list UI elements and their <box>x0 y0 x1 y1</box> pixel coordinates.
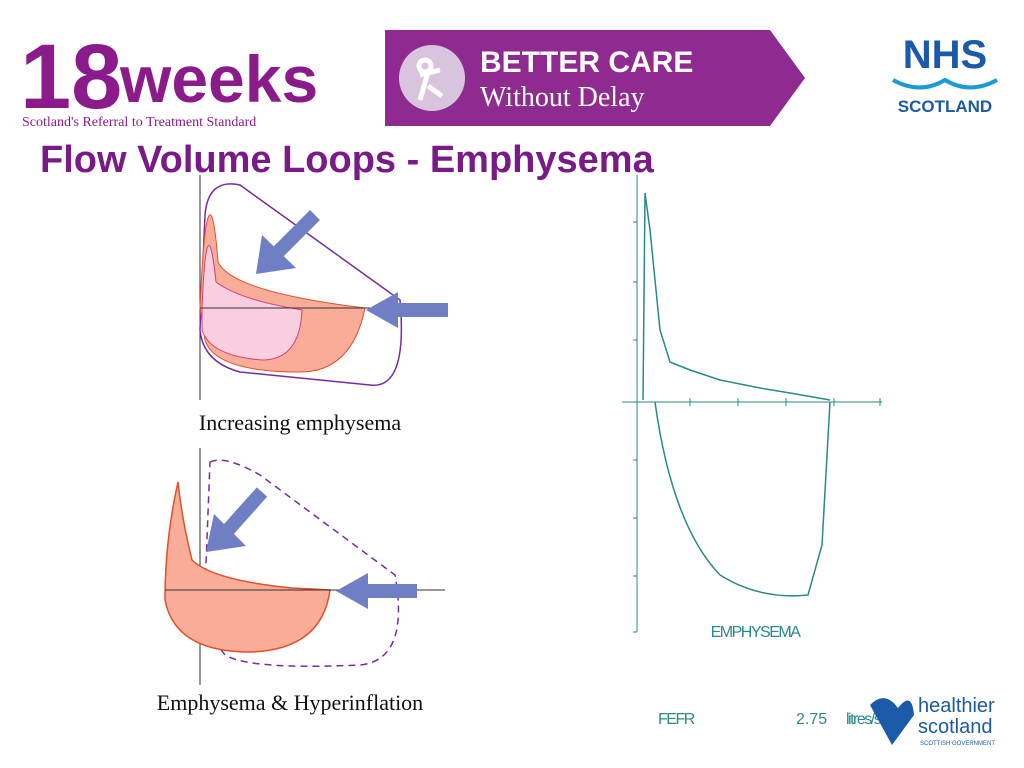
arrow-head <box>366 292 398 328</box>
inspiration-trace <box>654 401 831 597</box>
measure-value: 2.75 <box>796 711 827 728</box>
trace-axes <box>622 175 882 633</box>
arrow-head <box>336 573 368 609</box>
arrow-head <box>206 514 246 552</box>
trace-label: EMPHYSEMA <box>711 624 802 641</box>
slide-title: Flow Volume Loops - Emphysema <box>40 139 655 181</box>
banner-figure <box>416 57 444 101</box>
caption: Increasing emphysema <box>199 410 401 435</box>
arrow-head <box>256 235 296 274</box>
measure-name: FEFR <box>658 711 695 728</box>
footer-sub: SCOTTISH GOVERNMENT <box>920 741 995 747</box>
arrow <box>270 210 320 260</box>
caption: Emphysema & Hyperinflation <box>157 690 423 715</box>
banner-icon <box>399 45 465 111</box>
arrow <box>222 487 268 535</box>
banner-line2: Without Delay <box>480 82 645 113</box>
mild-loop <box>201 244 303 361</box>
footer-brand2: scotland <box>918 716 993 738</box>
nhs-region: SCOTLAND <box>898 97 992 116</box>
banner-shape <box>385 30 805 126</box>
logo-number: 18 <box>20 26 122 128</box>
logo-word: weeks <box>119 42 318 116</box>
logo-tagline: Scotland's Referral to Treatment Standar… <box>22 115 256 130</box>
banner-line1: BETTER CARE <box>480 46 693 79</box>
nhs-wave <box>892 77 998 90</box>
hyperinflation-loop <box>164 481 331 653</box>
expiration-trace <box>642 192 831 401</box>
footer-brand: healthier <box>918 695 995 717</box>
outer-loop <box>199 183 403 386</box>
footer-icon <box>870 698 914 745</box>
nhs-name: NHS <box>903 33 987 77</box>
